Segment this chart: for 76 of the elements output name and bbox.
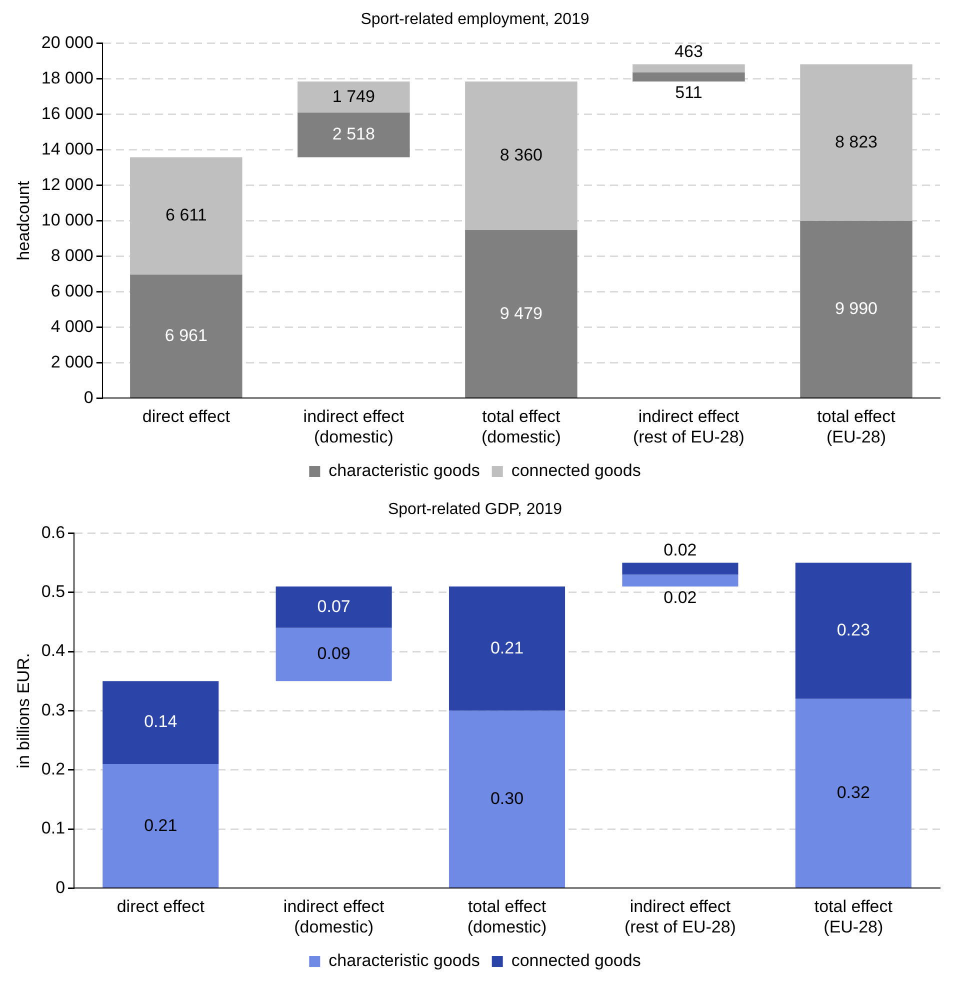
data-label: 0.02 xyxy=(664,540,697,560)
data-label: 0.32 xyxy=(836,783,870,802)
data-label: 1 749 xyxy=(332,86,375,106)
x-tick-label: indirect effect (rest of EU-28) xyxy=(632,407,744,446)
y-tick-label: 0 xyxy=(56,878,66,897)
legend-label: characteristic goods xyxy=(328,461,480,480)
data-label: 6 961 xyxy=(164,326,208,346)
bar xyxy=(800,64,912,221)
bar xyxy=(632,64,745,72)
x-tick-label: direct effect xyxy=(142,407,230,426)
bar xyxy=(622,562,738,575)
data-label: 0.21 xyxy=(490,638,524,658)
data-label: 463 xyxy=(674,42,703,61)
data-label: 0.02 xyxy=(664,588,697,608)
y-tick-label: 0.4 xyxy=(41,641,66,660)
bar xyxy=(465,230,578,398)
x-tick-label: total effect (domestic) xyxy=(482,407,561,446)
data-label: 8 360 xyxy=(500,145,542,164)
y-axis-title: headcount xyxy=(14,180,33,260)
y-tick-label: 16 000 xyxy=(41,104,94,123)
data-label: 8 823 xyxy=(834,132,878,152)
bar xyxy=(795,562,912,699)
y-tick-label: 0.5 xyxy=(41,582,66,602)
x-tick-label: indirect effect (rest of EU-28) xyxy=(624,897,736,936)
bar xyxy=(276,586,392,628)
x-tick-label: direct effect xyxy=(116,897,205,916)
legend-label: characteristic goods xyxy=(328,951,480,970)
data-label: 9 479 xyxy=(500,304,542,323)
bar xyxy=(622,574,738,586)
y-tick-label: 18 000 xyxy=(41,68,94,88)
bar xyxy=(795,698,912,888)
bar xyxy=(130,274,242,398)
data-label: 0.30 xyxy=(490,789,524,808)
bar xyxy=(130,157,242,275)
y-tick-label: 20 000 xyxy=(41,32,94,52)
data-label: 2 518 xyxy=(332,124,375,144)
bar xyxy=(800,220,912,398)
y-axis-title: in billions EUR. xyxy=(14,653,33,768)
bar xyxy=(448,710,566,888)
x-tick-label: indirect effect (domestic) xyxy=(283,897,384,936)
bar xyxy=(448,586,566,711)
data-label: 0.14 xyxy=(144,712,178,732)
data-label: 0.21 xyxy=(144,816,178,835)
y-tick-label: 0.1 xyxy=(41,818,66,838)
chart-title: Sport-related employment, 2019 xyxy=(360,11,590,28)
y-tick-label: 2 000 xyxy=(50,352,94,372)
bar xyxy=(465,82,578,230)
bar xyxy=(102,681,219,764)
legend-label: connected goods xyxy=(511,951,641,970)
chart-title: Sport-related GDP, 2019 xyxy=(388,501,562,518)
y-tick-label: 4 000 xyxy=(50,316,94,336)
data-label: 0.23 xyxy=(836,620,870,640)
y-tick-label: 10 000 xyxy=(41,210,94,230)
y-tick-label: 0.6 xyxy=(41,522,66,542)
y-tick-label: 0 xyxy=(84,388,94,407)
bar xyxy=(276,628,392,682)
bar xyxy=(298,82,410,113)
y-tick-label: 14 000 xyxy=(41,139,94,158)
bar xyxy=(298,112,410,158)
x-tick-label: total effect (domestic) xyxy=(467,897,547,936)
bar xyxy=(102,764,219,888)
data-label: 0.07 xyxy=(317,596,350,616)
y-tick-label: 0.3 xyxy=(41,700,66,720)
x-tick-label: total effect (EU-28) xyxy=(814,897,893,936)
y-tick-label: 6 000 xyxy=(50,281,94,300)
data-label: 9 990 xyxy=(834,299,878,318)
legend-label: connected goods xyxy=(511,461,641,480)
data-label: 6 611 xyxy=(166,206,207,225)
bar xyxy=(632,72,745,82)
x-tick-label: total effect (EU-28) xyxy=(817,407,896,446)
y-tick-label: 8 000 xyxy=(50,246,94,265)
y-tick-label: 12 000 xyxy=(41,174,94,194)
x-tick-label: indirect effect (domestic) xyxy=(303,407,404,446)
data-label: 511 xyxy=(675,83,702,102)
y-tick-label: 0.2 xyxy=(41,760,66,779)
data-label: 0.09 xyxy=(317,644,350,664)
